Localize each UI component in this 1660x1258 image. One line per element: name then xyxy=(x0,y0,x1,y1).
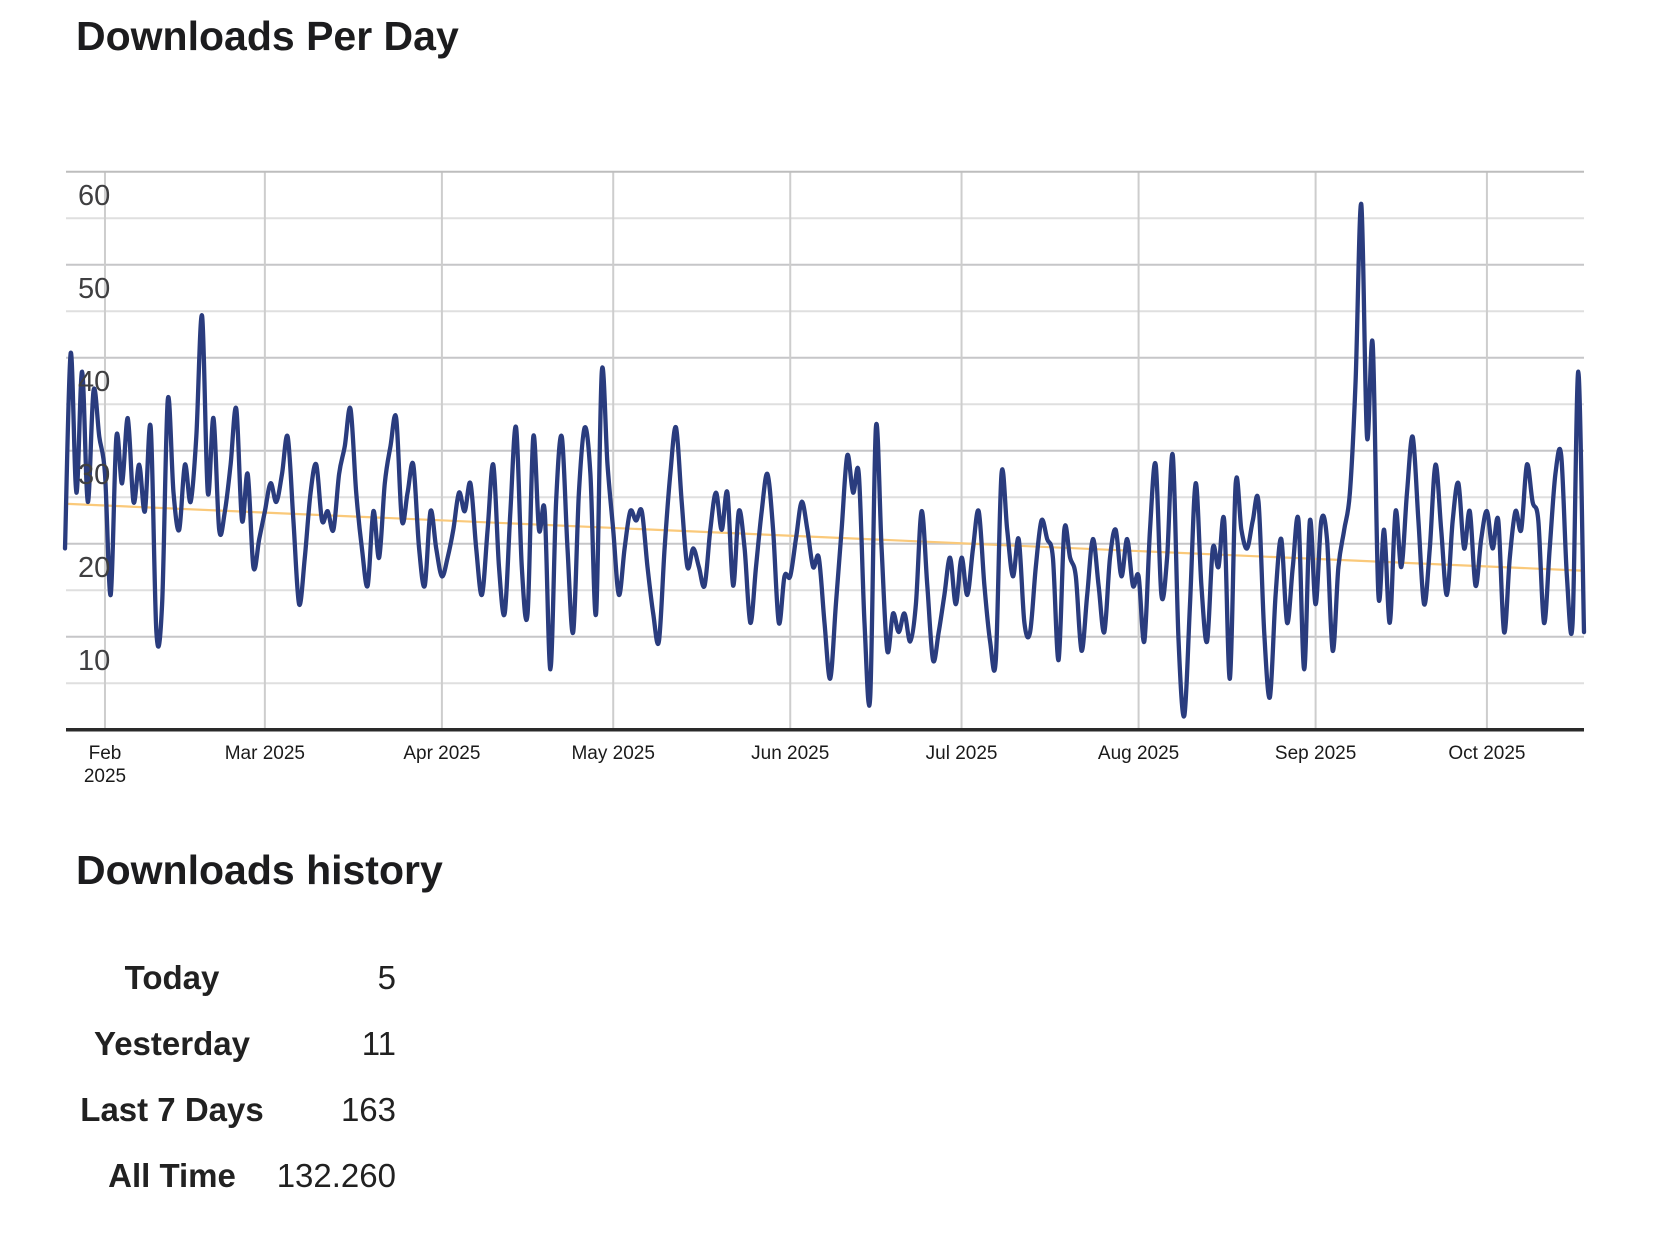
row-label-today: Today xyxy=(124,959,220,996)
x-axis-tick-label: Feb xyxy=(89,743,122,764)
y-axis-tick-label: 30 xyxy=(78,459,110,491)
y-axis-tick-label: 50 xyxy=(78,273,110,305)
y-axis-tick-label: 60 xyxy=(78,180,110,212)
row-value-all-time: 132.260 xyxy=(276,1157,396,1194)
y-axis-tick-label: 10 xyxy=(78,645,110,677)
y-axis-tick-label: 40 xyxy=(78,366,110,398)
x-axis-tick-label: Aug 2025 xyxy=(1098,743,1179,764)
downloads-history-table: Today 5 Yesterday 11 Last 7 Days 163 All… xyxy=(0,945,460,1209)
x-axis-tick-label: Oct 2025 xyxy=(1448,743,1525,764)
x-axis-tick-label: Apr 2025 xyxy=(403,743,480,764)
row-label-all-time: All Time xyxy=(108,1157,236,1194)
row-value-last-7-days: 163 xyxy=(340,1091,396,1128)
x-axis-tick-label: Jun 2025 xyxy=(751,743,829,764)
history-section-title: Downloads history xyxy=(76,847,443,893)
x-axis-tick-label: Sep 2025 xyxy=(1275,743,1356,764)
table-row: All Time 132.260 xyxy=(0,1143,460,1209)
row-label-yesterday: Yesterday xyxy=(94,1025,250,1062)
page-title: Downloads Per Day xyxy=(76,13,459,59)
table-row: Today 5 xyxy=(0,945,460,1011)
table-row: Yesterday 11 xyxy=(0,1011,460,1077)
table-row: Last 7 Days 163 xyxy=(0,1077,460,1143)
y-axis-tick-label: 20 xyxy=(78,552,110,584)
row-label-last-7-days: Last 7 Days xyxy=(80,1091,264,1128)
downloads-per-day-chart[interactable]: 10 20 30 40 50 60 Feb 2025 Mar 2025 Apr 2025 May 2… xyxy=(0,0,1660,815)
row-value-today: 5 xyxy=(377,959,396,996)
row-value-yesterday: 11 xyxy=(361,1025,396,1062)
x-axis-tick-label-year: 2025 xyxy=(84,766,126,787)
downloads-series-line[interactable] xyxy=(62,202,1587,719)
x-axis-tick-label: Mar 2025 xyxy=(225,743,305,764)
x-axis-tick-label: May 2025 xyxy=(571,743,654,764)
x-axis-tick-label: Jul 2025 xyxy=(926,743,998,764)
